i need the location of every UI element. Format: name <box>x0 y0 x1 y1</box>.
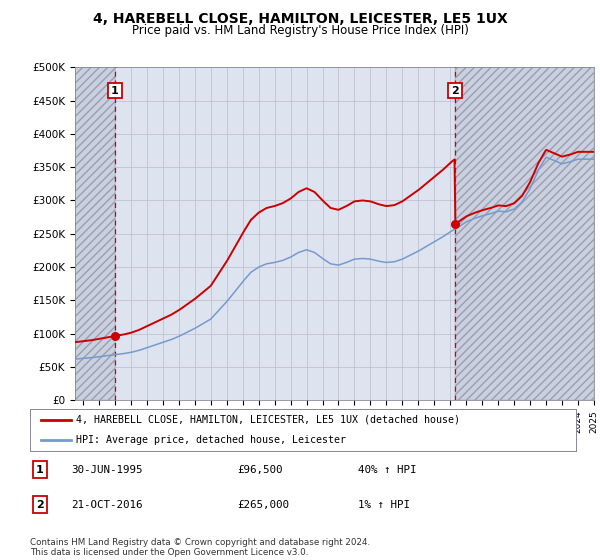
Text: Contains HM Land Registry data © Crown copyright and database right 2024.
This d: Contains HM Land Registry data © Crown c… <box>30 538 370 557</box>
Text: 2: 2 <box>451 86 459 96</box>
Text: Price paid vs. HM Land Registry's House Price Index (HPI): Price paid vs. HM Land Registry's House … <box>131 24 469 37</box>
Text: 21-OCT-2016: 21-OCT-2016 <box>71 500 142 510</box>
Text: 30-JUN-1995: 30-JUN-1995 <box>71 465 142 475</box>
Text: 2: 2 <box>36 500 44 510</box>
Bar <box>455 67 594 400</box>
Text: 1: 1 <box>36 465 44 475</box>
Text: 4, HAREBELL CLOSE, HAMILTON, LEICESTER, LE5 1UX: 4, HAREBELL CLOSE, HAMILTON, LEICESTER, … <box>92 12 508 26</box>
Text: HPI: Average price, detached house, Leicester: HPI: Average price, detached house, Leic… <box>76 435 346 445</box>
Text: 40% ↑ HPI: 40% ↑ HPI <box>358 465 416 475</box>
Text: £96,500: £96,500 <box>238 465 283 475</box>
Text: 4, HAREBELL CLOSE, HAMILTON, LEICESTER, LE5 1UX (detached house): 4, HAREBELL CLOSE, HAMILTON, LEICESTER, … <box>76 415 460 424</box>
Text: £265,000: £265,000 <box>238 500 289 510</box>
Text: 1% ↑ HPI: 1% ↑ HPI <box>358 500 410 510</box>
Text: 1: 1 <box>111 86 119 96</box>
Bar <box>75 67 115 400</box>
